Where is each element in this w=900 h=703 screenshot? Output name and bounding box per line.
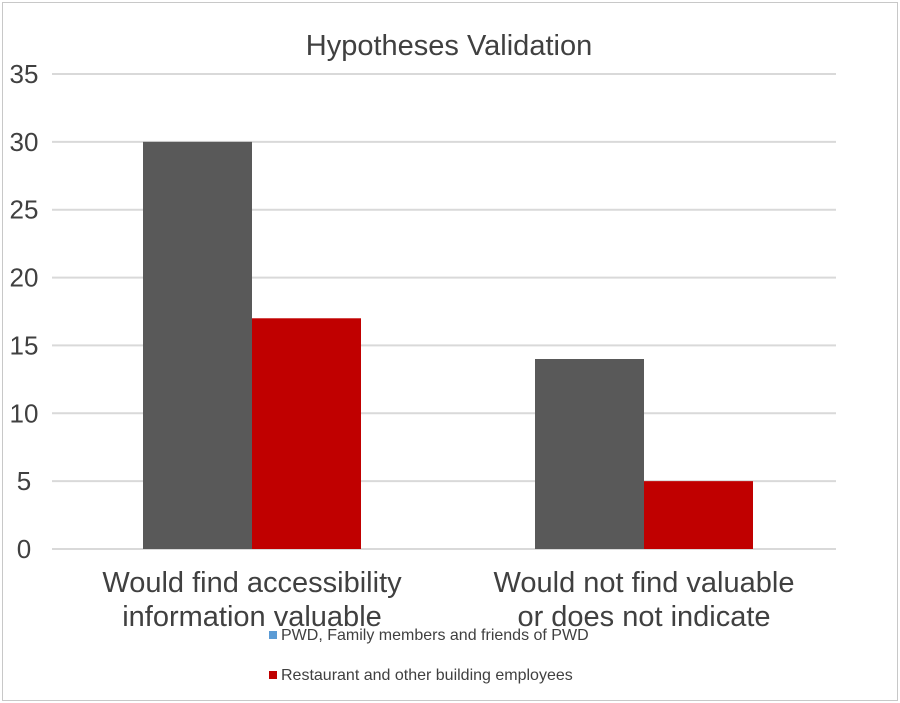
y-tick-label: 35	[10, 59, 39, 89]
bar-employees-1	[252, 318, 361, 549]
y-tick-label: 10	[10, 398, 39, 428]
legend-swatch	[269, 631, 277, 639]
bar-pwd-2	[535, 359, 644, 549]
y-tick-label: 20	[10, 263, 39, 293]
y-tick-label: 0	[17, 534, 31, 564]
legend-label: Restaurant and other building employees	[281, 667, 573, 684]
y-axis-ticks: 0 5 10 15 20 25 30 35	[10, 59, 39, 564]
x-tick-label: information valuable	[122, 601, 382, 633]
y-tick-label: 30	[10, 127, 39, 157]
x-tick-label: Would find accessibility	[102, 567, 402, 599]
x-tick-label: or does not indicate	[517, 601, 770, 633]
legend-swatch	[269, 671, 277, 679]
bar-employees-2	[644, 481, 753, 549]
x-tick-label: Would not find valuable	[494, 567, 795, 599]
legend-label: PWD, Family members and friends of PWD	[281, 627, 589, 644]
bars	[143, 141, 753, 549]
y-tick-label: 25	[10, 195, 39, 225]
bar-pwd-1	[143, 141, 252, 549]
y-tick-label: 15	[10, 330, 39, 360]
chart-title: Hypotheses Validation	[306, 30, 592, 62]
y-tick-label: 5	[17, 466, 31, 496]
legend: PWD, Family members and friends of PWD Re…	[269, 627, 589, 684]
